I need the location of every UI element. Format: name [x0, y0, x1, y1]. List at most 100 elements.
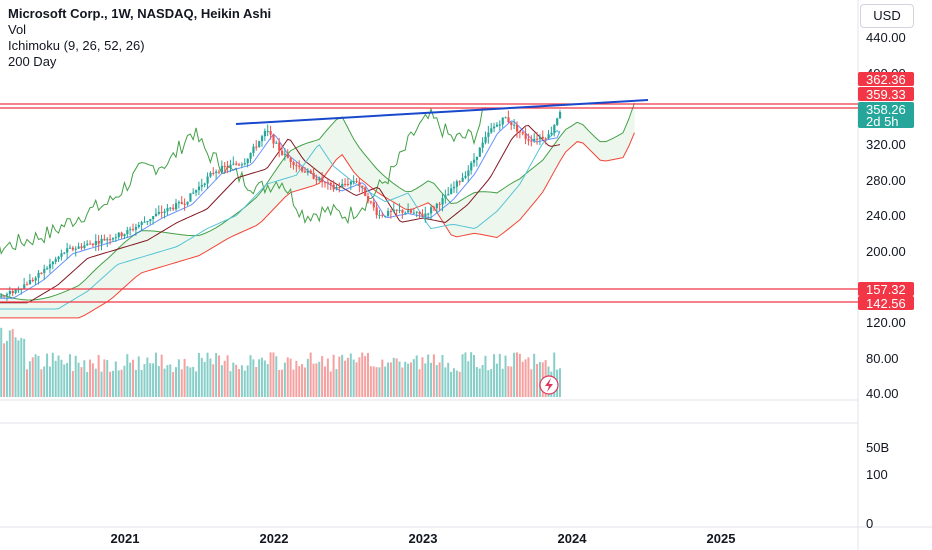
candle-body: [515, 124, 519, 132]
candle-body: [197, 186, 201, 191]
volume-bar: [518, 353, 521, 397]
volume-bar: [358, 357, 361, 397]
volume-bar: [77, 362, 80, 397]
time-tick-label: 2022: [260, 531, 289, 546]
candle-body: [372, 202, 375, 208]
price-axis: 440.00400.00320.00280.00240.00200.00120.…: [866, 30, 906, 531]
symbol-title[interactable]: Microsoft Corp., 1W, NASDAQ, Heikin Ashi: [8, 6, 272, 21]
candle-body: [298, 165, 301, 168]
volume-bar: [510, 366, 513, 397]
volume-bar: [369, 366, 372, 397]
volume-bar: [189, 367, 192, 397]
candle-body: [495, 124, 499, 127]
volume-bar: [558, 368, 561, 397]
volume-bar: [31, 357, 34, 397]
volume-bar: [255, 367, 258, 397]
legend-ma[interactable]: 200 Day: [8, 54, 57, 69]
countdown-label: 2d 5h: [866, 114, 899, 129]
candle-body: [111, 238, 115, 240]
volume-bar: [186, 366, 189, 397]
volume-bar: [71, 370, 74, 397]
candle-body: [312, 172, 315, 179]
candle-body: [126, 230, 129, 235]
candle-body: [217, 171, 221, 173]
volume-bar: [243, 370, 246, 397]
volume-bar: [418, 369, 421, 397]
last-price-tag: [858, 102, 914, 128]
candle-body: [215, 171, 218, 174]
candle-body: [326, 182, 330, 184]
candle-body: [430, 207, 433, 214]
candle-body: [183, 203, 186, 205]
candle-body: [232, 163, 235, 165]
legend-vol[interactable]: Vol: [8, 22, 27, 37]
volume-bar: [249, 355, 252, 397]
candle-body: [177, 202, 181, 204]
candle-body: [209, 172, 212, 177]
candle-body: [103, 238, 106, 241]
volume-bar: [43, 366, 46, 397]
candle-body: [68, 247, 72, 249]
volume-bar: [478, 368, 481, 397]
candle-body: [303, 171, 307, 173]
candle-body: [349, 181, 352, 185]
candle-body: [89, 243, 92, 245]
candle-body: [461, 177, 464, 182]
volume-bar: [309, 352, 312, 397]
volume-bar: [392, 357, 395, 397]
volume-bar: [60, 359, 63, 397]
volume-bar: [160, 354, 163, 397]
volume-bar: [324, 366, 327, 397]
volume-bar: [467, 361, 470, 397]
volume-bar: [40, 369, 43, 397]
volume-bar: [197, 353, 200, 397]
volume-bar: [378, 367, 381, 397]
candle-body: [149, 219, 152, 221]
volume-bar: [238, 369, 241, 397]
volume-bar: [281, 369, 284, 397]
price-tick-label: 200.00: [866, 244, 906, 259]
volume-bar: [427, 354, 430, 397]
candle-body: [309, 170, 312, 173]
trendline[interactable]: [235, 99, 649, 125]
volume-bar: [134, 369, 137, 397]
candle-body: [447, 194, 450, 196]
volume-bar: [14, 337, 17, 397]
volume-bar: [203, 361, 206, 397]
volume-bar: [447, 362, 450, 397]
volume-bar: [0, 327, 3, 397]
candle-body: [493, 126, 496, 129]
candle-body: [255, 146, 258, 148]
candle-body: [66, 248, 69, 253]
candle-body: [100, 238, 103, 244]
candle-body: [364, 187, 367, 197]
candle-body: [71, 247, 75, 250]
volume-bar: [86, 371, 89, 397]
candle-body: [109, 239, 112, 241]
volume-bar: [398, 361, 401, 397]
volume-bar: [458, 371, 461, 397]
candle-body: [123, 234, 126, 237]
volume-bar: [5, 340, 8, 397]
volume-bar: [490, 369, 493, 397]
ichimoku-cloud: [0, 102, 635, 319]
candle-body: [166, 208, 169, 212]
legend-ichimoku[interactable]: Ichimoku (9, 26, 52, 26): [8, 38, 145, 53]
volume-bar: [407, 363, 410, 397]
candle-body: [530, 140, 533, 142]
volume-bar: [226, 355, 229, 397]
volume-bar: [470, 352, 473, 397]
volume-bar: [163, 368, 166, 397]
volume-bar: [536, 363, 539, 397]
volume-bar: [384, 366, 387, 397]
candle-body: [275, 142, 278, 144]
horizontal-levels[interactable]: [0, 103, 858, 303]
candle-body: [60, 253, 63, 257]
price-tick-label: 320.00: [866, 137, 906, 152]
candle-body: [541, 136, 544, 139]
currency-button[interactable]: USD: [860, 4, 914, 28]
volume-bar: [495, 363, 498, 397]
candle-body: [324, 182, 327, 184]
volume-bar: [349, 353, 352, 397]
